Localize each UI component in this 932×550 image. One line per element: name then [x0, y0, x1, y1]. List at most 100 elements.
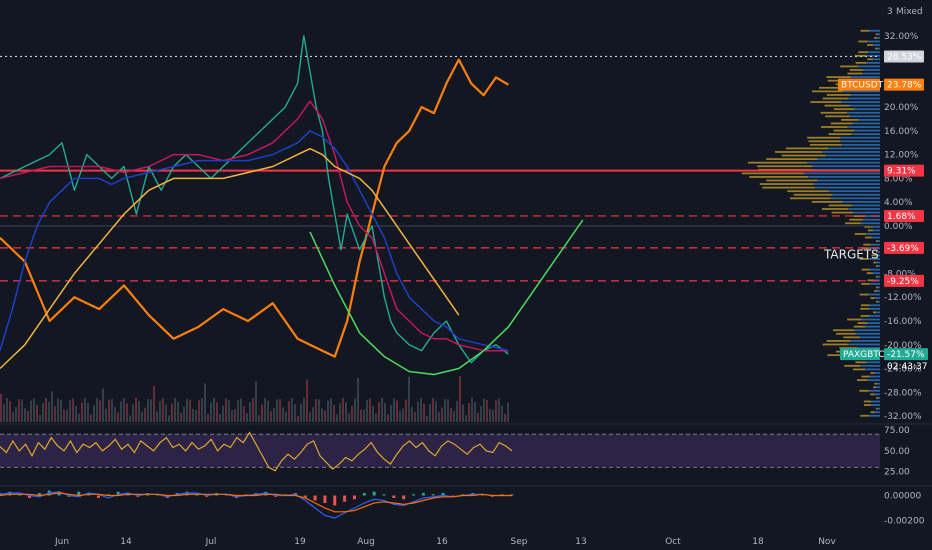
volume-bar: [0, 394, 2, 422]
volume-profile-bar-sell: [827, 354, 852, 357]
volume-profile-bar-buy: [877, 397, 880, 399]
volume-histogram: [0, 376, 509, 422]
volume-bar: [345, 402, 347, 422]
volume-bar: [327, 400, 329, 422]
volume-bar: [231, 410, 233, 422]
time-axis: Jun 14 Jul 19 Aug 16 Sep 13 Oct 18 Nov: [54, 537, 836, 547]
level-badge[interactable]: [884, 50, 924, 63]
volume-profile-bar-sell: [866, 272, 873, 275]
volume-bar: [159, 400, 161, 422]
volume-bar: [30, 400, 32, 422]
series-value-badge[interactable]: [884, 78, 924, 91]
series-name-badge-text: BTCUSDT: [841, 81, 884, 91]
volume-profile-bar-buy: [848, 97, 880, 100]
volume-profile-bar-sell: [810, 143, 842, 146]
volume-profile-bar-sell: [855, 61, 867, 64]
volume-profile-bar-buy: [876, 311, 880, 314]
volume-profile-bar-sell: [856, 379, 868, 382]
volume-profile-bar-buy: [808, 176, 880, 178]
macd-histogram-bar: [284, 494, 288, 496]
series-line-indicator-5[interactable]: [309, 219, 584, 376]
volume-bar: [117, 412, 119, 422]
rsi-line[interactable]: [0, 431, 513, 472]
volume-profile-bar-sell: [821, 208, 849, 210]
volume-profile-bar-buy: [842, 90, 880, 93]
volume-profile-bar-buy: [873, 229, 880, 232]
volume-bar: [333, 405, 335, 422]
volume-profile-bar-sell: [873, 311, 877, 314]
y-tick-label: 16.00%: [884, 127, 919, 137]
volume-profile-bar-buy: [822, 151, 880, 153]
volume-profile-bar-buy: [877, 407, 880, 410]
level-badge[interactable]: [884, 241, 924, 254]
macd-histogram-bar: [362, 493, 366, 496]
volume-bar: [21, 399, 23, 422]
volume-bar: [378, 402, 380, 422]
volume-profile-bar-sell: [822, 343, 849, 346]
series-name-badge[interactable]: [840, 348, 880, 361]
volume-bar: [450, 408, 452, 422]
volume-bar: [72, 398, 74, 422]
volume-bar: [411, 407, 413, 422]
volume-bar: [162, 398, 164, 422]
volume-profile-bar-sell: [789, 197, 831, 200]
volume-bar: [279, 399, 281, 422]
volume-profile-bar-sell: [807, 136, 840, 139]
scale-mode-label[interactable]: Mixed: [896, 7, 923, 17]
x-tick-label: Oct: [665, 537, 681, 547]
y-tick-label: -20.00%: [884, 341, 922, 351]
series-value-badge-text: -21.57%: [887, 350, 925, 360]
volume-profile-bar-sell: [826, 340, 851, 342]
volume-profile-bar-sell: [854, 233, 867, 235]
macd-signal-line[interactable]: [0, 492, 512, 513]
series-line-paxgbtc[interactable]: [0, 35, 509, 364]
volume-profile-bar-sell: [854, 54, 867, 57]
volume-profile-bar-buy: [877, 275, 880, 278]
volume-profile-bar-buy: [876, 382, 880, 385]
series-line-indicator-4[interactable]: [0, 147, 460, 370]
volume-bar: [51, 391, 53, 422]
series-line-btcusdt[interactable]: [0, 58, 509, 358]
volume-profile-bar-buy: [841, 143, 880, 146]
series-line-indicator-3[interactable]: [0, 130, 509, 352]
main-series-group: [0, 35, 584, 376]
volume-bar: [54, 406, 56, 422]
volume-profile-bar-sell: [871, 254, 876, 257]
volume-bar: [414, 412, 416, 422]
rsi-band: [0, 434, 880, 468]
volume-bar: [99, 400, 101, 422]
macd-histogram-bar: [8, 491, 12, 496]
level-badge[interactable]: [884, 274, 924, 287]
y-tick-label: 0.00%: [884, 222, 913, 232]
series-name-badge[interactable]: [838, 78, 880, 91]
macd-histogram-bar: [510, 494, 514, 496]
series-value-badge[interactable]: [884, 348, 928, 361]
volume-bar: [396, 400, 398, 422]
volume-profile-bar-sell: [819, 86, 847, 89]
volume-bar: [3, 403, 5, 422]
volume-profile-bar-sell: [793, 193, 833, 196]
macd-histogram-bar: [352, 495, 356, 500]
volume-bar: [177, 401, 179, 422]
volume-profile-bar-buy: [847, 111, 880, 114]
volume-bar: [168, 415, 170, 422]
level-badge-text: -3.69%: [887, 244, 919, 254]
series-line-indicator-2[interactable]: [0, 100, 509, 352]
level-badge[interactable]: [884, 209, 924, 222]
volume-profile-bar-sell: [867, 58, 874, 61]
volume-bar: [87, 402, 89, 422]
macd-histogram-bar: [402, 495, 406, 500]
macd-histogram-bar: [441, 493, 445, 496]
volume-bar: [498, 398, 500, 422]
volume-bar: [432, 398, 434, 422]
volume-profile-bar-buy: [841, 101, 880, 103]
volume-bar: [318, 399, 320, 422]
volume-bar: [300, 403, 302, 422]
volume-profile-bar-buy: [860, 222, 880, 225]
volume-profile-bar-buy: [873, 58, 880, 61]
level-badge[interactable]: [884, 164, 924, 177]
x-tick-label: 13: [575, 537, 586, 547]
volume-bar: [225, 398, 227, 422]
volume-bar: [129, 415, 131, 422]
